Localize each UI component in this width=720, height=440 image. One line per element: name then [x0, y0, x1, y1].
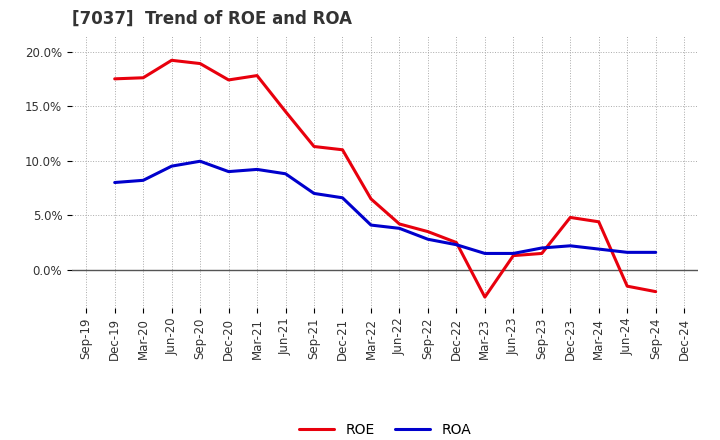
ROE [595, 219, 603, 224]
ROE [423, 229, 432, 234]
ROA [167, 164, 176, 169]
ROE [139, 75, 148, 81]
ROA [366, 223, 375, 228]
ROA [509, 251, 518, 256]
ROA [110, 180, 119, 185]
ROE [395, 221, 404, 227]
ROA [480, 251, 489, 256]
ROE [282, 109, 290, 114]
ROA [566, 243, 575, 249]
ROA [196, 158, 204, 164]
ROE [253, 73, 261, 78]
Legend: ROE, ROA: ROE, ROA [294, 418, 477, 440]
ROA [253, 167, 261, 172]
ROA [537, 246, 546, 251]
ROE [480, 294, 489, 300]
ROE [366, 196, 375, 202]
ROE [566, 215, 575, 220]
ROE [225, 77, 233, 83]
Line: ROE: ROE [114, 60, 656, 297]
ROE [196, 61, 204, 66]
ROE [452, 240, 461, 245]
ROE [623, 283, 631, 289]
ROE [509, 253, 518, 258]
ROA [652, 250, 660, 255]
ROE [310, 144, 318, 149]
ROA [623, 250, 631, 255]
ROA [423, 237, 432, 242]
Line: ROA: ROA [114, 161, 656, 253]
ROE [537, 251, 546, 256]
ROA [225, 169, 233, 174]
ROE [110, 76, 119, 81]
ROA [310, 191, 318, 196]
ROA [395, 226, 404, 231]
ROA [452, 242, 461, 247]
ROE [652, 289, 660, 294]
ROA [338, 195, 347, 201]
ROA [282, 171, 290, 176]
ROA [595, 246, 603, 252]
Text: [7037]  Trend of ROE and ROA: [7037] Trend of ROE and ROA [72, 10, 352, 28]
ROE [338, 147, 347, 152]
ROE [167, 58, 176, 63]
ROA [139, 178, 148, 183]
